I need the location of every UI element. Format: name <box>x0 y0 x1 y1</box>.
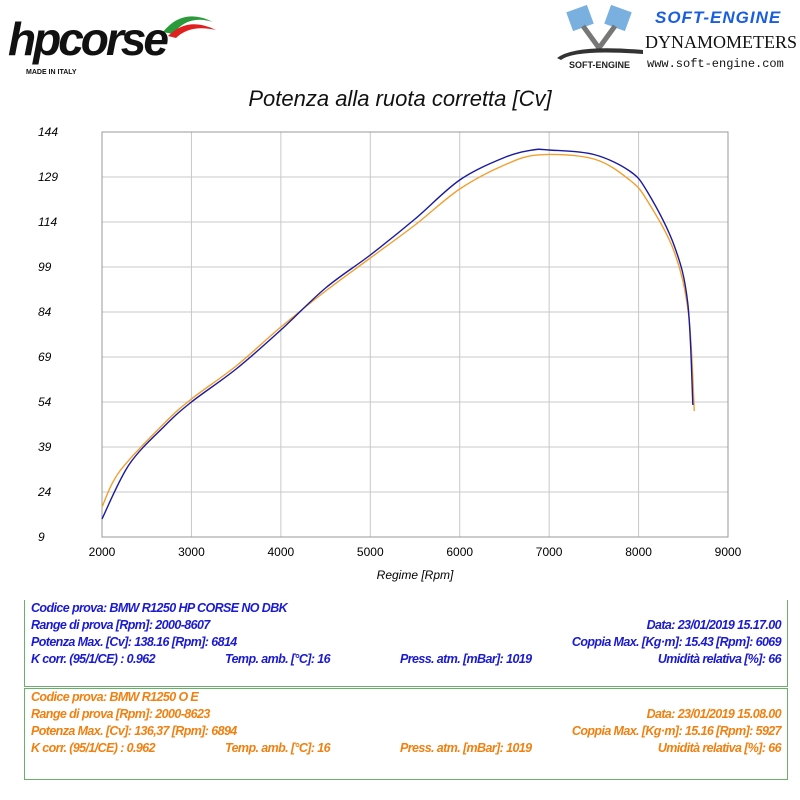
y-tick-label: 24 <box>37 485 52 499</box>
codice-prova: Codice prova: BMW R1250 HP CORSE NO DBK <box>31 601 288 615</box>
press-atm: Press. atm. [mBar]: 1019 <box>400 741 532 755</box>
range-prova: Range di prova [Rpm]: 2000-8623 <box>31 707 210 721</box>
x-tick-label: 3000 <box>178 545 205 559</box>
soft-engine-mark: SOFT-ENGINE <box>569 60 631 70</box>
test-info-panel-2: Codice prova: BMW R1250 O E Range di pro… <box>24 688 788 780</box>
y-tick-label: 69 <box>38 350 52 364</box>
coppia-max: Coppia Max. [Kg·m]: 15.43 [Rpm]: 6069 <box>571 635 782 649</box>
hpcorse-logo: hpcorse MADE IN ITALY <box>8 16 218 80</box>
soft-engine-logo: SOFT-ENGINE DYNAMOMETERS www.soft-engine… <box>555 4 798 76</box>
press-atm: Press. atm. [mBar]: 1019 <box>400 652 532 666</box>
range-prova: Range di prova [Rpm]: 2000-8607 <box>31 618 210 632</box>
chart-title: Potenza alla ruota corretta [Cv] <box>248 86 552 111</box>
x-tick-label: 9000 <box>715 545 742 559</box>
y-tick-label: 144 <box>38 125 58 139</box>
website-url: www.soft-engine.com <box>647 57 784 71</box>
coppia-max: Coppia Max. [Kg·m]: 15.16 [Rpm]: 5927 <box>571 724 782 738</box>
hpcorse-wordmark: hpcorse <box>8 13 169 65</box>
y-tick-label: 39 <box>38 440 52 454</box>
x-tick-label: 7000 <box>536 545 563 559</box>
temp-amb: Temp. amb. [°C]: 16 <box>225 652 331 666</box>
codice-prova: Codice prova: BMW R1250 O E <box>31 690 199 704</box>
plot-frame <box>101 131 729 538</box>
y-tick-label: 129 <box>38 170 58 184</box>
piston-icon <box>557 4 643 60</box>
series-line-1 <box>101 148 694 520</box>
x-tick-label: 2000 <box>89 545 116 559</box>
data: Data: 23/01/2019 15.17.00 <box>646 618 782 632</box>
x-tick-label: 8000 <box>625 545 652 559</box>
x-tick-label: 5000 <box>357 545 384 559</box>
temp-amb: Temp. amb. [°C]: 16 <box>225 741 331 755</box>
test-info-panel-1: Codice prova: BMW R1250 HP CORSE NO DBK … <box>24 600 788 687</box>
k-corr: K corr. (95/1/CE) : 0.962 <box>31 741 156 755</box>
x-tick-label: 4000 <box>268 545 295 559</box>
x-axis-label: Regime [Rpm] <box>377 568 454 582</box>
data: Data: 23/01/2019 15.08.00 <box>646 707 782 721</box>
x-tick-label: 6000 <box>446 545 473 559</box>
power-chart: 2000 3000 4000 5000 6000 7000 8000 9000 9 24 39 54 6… <box>37 125 742 582</box>
umidita: Umidità relativa [%]: 66 <box>657 741 782 755</box>
dynamometers-title: DYNAMOMETERS <box>645 32 798 52</box>
y-tick-label: 99 <box>38 260 52 274</box>
potenza-max: Potenza Max. [Cv]: 136,37 [Rpm]: 6894 <box>31 724 237 738</box>
k-corr: K corr. (95/1/CE) : 0.962 <box>31 652 156 666</box>
made-in-italy: MADE IN ITALY <box>26 69 77 76</box>
soft-engine-brand: SOFT-ENGINE <box>655 8 782 27</box>
y-tick-label: 84 <box>38 305 52 319</box>
y-tick-label: 54 <box>38 395 52 409</box>
y-tick-label: 114 <box>38 215 57 229</box>
series-line-2 <box>101 153 695 508</box>
y-tick-label: 9 <box>38 530 45 544</box>
flag-swoosh-icon <box>163 16 216 38</box>
umidita: Umidità relativa [%]: 66 <box>657 652 782 666</box>
potenza-max: Potenza Max. [Cv]: 138.16 [Rpm]: 6814 <box>31 635 237 649</box>
